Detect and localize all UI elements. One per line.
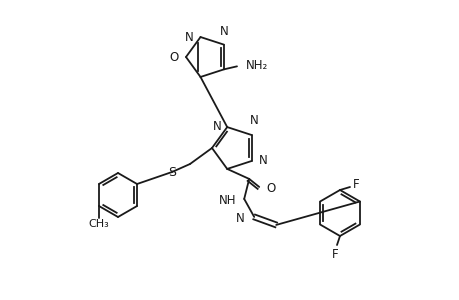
Text: N: N [258,154,267,167]
Text: F: F [331,248,337,262]
Text: N: N [249,114,257,127]
Text: NH: NH [218,194,235,207]
Text: NH₂: NH₂ [246,59,268,72]
Text: S: S [168,166,176,178]
Text: N: N [185,31,193,44]
Text: O: O [169,50,179,64]
Text: N: N [219,25,228,38]
Text: O: O [266,182,275,195]
Text: CH₃: CH₃ [89,219,109,229]
Text: F: F [352,178,358,191]
Text: N: N [235,212,244,225]
Text: N: N [212,120,221,133]
